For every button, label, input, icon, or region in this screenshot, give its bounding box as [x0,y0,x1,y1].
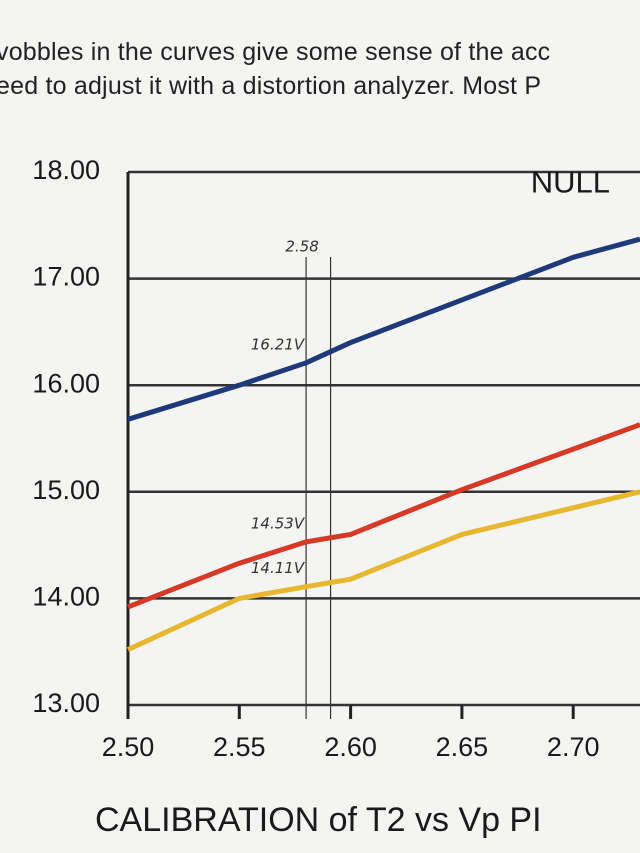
annotation: 14.11V [251,559,306,577]
annotation: 16.21V [251,335,306,353]
body-text: eed to adjust it with a distortion analy… [0,72,542,100]
x-tick-label: 2.60 [324,732,377,762]
data-line [127,422,640,610]
body-text: vobbles in the curves give some sense of… [0,38,551,66]
y-tick-label: 17.00 [32,262,100,292]
x-tick-label: 2.55 [213,732,266,762]
data-line [127,236,640,422]
y-tick-label: 16.00 [32,368,100,398]
x-tick-label: 2.65 [436,732,489,762]
data-line [126,489,640,652]
x-tick-label: 2.50 [102,732,155,762]
y-tick-label: 13.00 [32,688,100,718]
y-tick-label: 15.00 [32,475,100,505]
y-tick-label: 14.00 [32,582,100,612]
chart-title: CALIBRATION of T2 vs Vp PI [95,801,542,839]
annotation: 14.53V [251,514,306,532]
reference-label: 2.58 [285,238,318,256]
x-tick-label: 2.70 [547,732,600,762]
series-label: NULL [531,164,610,199]
y-tick-label: 18.00 [32,155,100,185]
